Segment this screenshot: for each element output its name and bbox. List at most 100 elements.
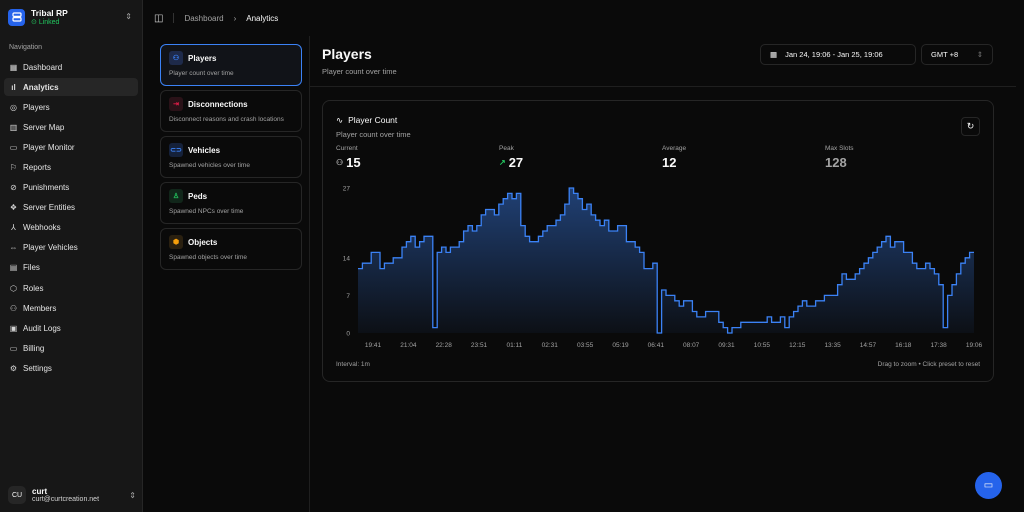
credit-card-icon: ▭	[9, 343, 18, 353]
trending-up-icon: ↗	[499, 158, 506, 167]
gear-icon: ⚙	[9, 363, 18, 373]
server-logo-icon	[8, 8, 25, 26]
flag-icon: ⚐	[9, 162, 18, 172]
sidebar-item-files[interactable]: ▤ Files	[4, 259, 138, 277]
page-subtitle: Player count over time	[322, 67, 397, 76]
sidebar-item-players[interactable]: ◎ Players	[4, 98, 138, 116]
x-tick-label: 08:07	[683, 342, 700, 349]
stat-label: Current	[336, 145, 358, 152]
server-switcher[interactable]: Tribal RP ⊙ Linked ⇕	[8, 8, 136, 26]
dashboard-icon: ▦	[9, 62, 18, 72]
user-icon: ♙	[169, 189, 183, 203]
sidebar-item-server-entities[interactable]: ❖ Server Entities	[4, 199, 138, 217]
users-icon: ⚇	[9, 303, 18, 313]
divider	[310, 86, 1016, 87]
sidebar-item-label: Server Map	[23, 122, 65, 132]
chevrons-up-down-icon: ⇕	[129, 490, 136, 500]
scroll-icon: ▣	[9, 323, 18, 333]
user-circle-icon: ◎	[10, 102, 17, 112]
x-tick-label: 21:04	[400, 342, 417, 349]
timezone-value: GMT +8	[931, 50, 959, 59]
metric-card-disconnections[interactable]: ⇥ Disconnections Disconnect reasons and cr…	[160, 90, 302, 132]
x-tick-label: 05:19	[612, 342, 629, 349]
link-status: ⊙ Linked	[31, 19, 60, 26]
x-tick-label: 10:55	[754, 342, 771, 349]
sidebar-item-label: Settings	[23, 363, 52, 373]
metric-desc: Spawned NPCs over time	[169, 208, 244, 215]
logout-icon: ⇥	[169, 97, 183, 111]
stat-value: 12	[662, 155, 677, 170]
metric-card-objects[interactable]: ⬢ Objects Spawned objects over time	[160, 228, 302, 270]
zoom-hint: Drag to zoom • Click preset to reset	[877, 361, 980, 368]
sidebar-item-members[interactable]: ⚇ Members	[4, 299, 138, 317]
users-icon: ⚇	[336, 158, 344, 167]
stat-value: 15	[346, 155, 361, 170]
sidebar-item-roles[interactable]: ⬡ Roles	[4, 279, 138, 297]
stat-value: 128	[825, 155, 847, 170]
feedback-button[interactable]: ▭	[975, 472, 1002, 499]
car-icon: ⇔	[9, 243, 18, 253]
breadcrumb-separator: ›	[233, 13, 237, 23]
metric-card-players[interactable]: ⚇ Players Player count over time	[160, 44, 302, 86]
sidebar-item-webhooks[interactable]: ⅄ Webhooks	[4, 219, 138, 237]
sidebar-item-label: Audit Logs	[23, 323, 61, 333]
stat-current: Current ⚇ 15	[336, 145, 361, 170]
nav-section-label: Navigation	[9, 44, 43, 51]
sidebar-item-server-map[interactable]: ▥ Server Map	[4, 118, 138, 136]
x-tick-label: 01:11	[507, 342, 523, 349]
sidebar-item-punishments[interactable]: ⊘ Punishments	[4, 179, 138, 197]
sidebar-item-label: Server Entities	[23, 203, 76, 213]
page-title: Players	[322, 46, 372, 62]
sidebar-item-reports[interactable]: ⚐ Reports	[4, 158, 138, 176]
date-range-picker[interactable]: ▦ Jan 24, 19:06 - Jan 25, 19:06	[760, 44, 916, 65]
sidebar-item-label: Analytics	[23, 82, 59, 92]
chart-bar-icon: ıl	[11, 82, 16, 92]
sidebar-item-label: Webhooks	[23, 223, 61, 233]
chevrons-up-down-icon: ⇕	[125, 12, 132, 21]
sidebar-item-label: Dashboard	[23, 62, 63, 72]
x-tick-label: 23:51	[471, 342, 488, 349]
sidebar-item-label: Player Monitor	[23, 142, 75, 152]
user-menu[interactable]: CU curt curt@curtcreation.net ⇕	[8, 486, 136, 504]
sidebar-item-label: Reports	[23, 162, 52, 172]
stat-max-slots: Max Slots 128	[825, 145, 854, 170]
chevrons-up-down-icon: ⇕	[976, 50, 983, 59]
series-line	[358, 187, 974, 334]
sidebar-item-player-vehicles[interactable]: ⇔ Player Vehicles	[4, 239, 138, 257]
refresh-icon: ↻	[966, 121, 975, 131]
map-icon: ▥	[9, 122, 18, 132]
sidebar-item-label: Files	[23, 263, 40, 273]
sidebar-item-billing[interactable]: ▭ Billing	[4, 339, 138, 357]
sidebar-item-dashboard[interactable]: ▦ Dashboard	[4, 58, 138, 76]
metric-card-vehicles[interactable]: ⊂⊃ Vehicles Spawned vehicles over time	[160, 136, 302, 178]
sidebar-toggle-icon[interactable]: ◫	[154, 12, 164, 24]
message-icon: ▭	[983, 480, 994, 491]
metric-desc: Spawned vehicles over time	[169, 162, 250, 169]
card-subtitle: Player count over time	[336, 130, 411, 139]
x-tick-label: 13:35	[824, 342, 841, 349]
topbar: ◫ Dashboard › Analytics	[144, 0, 1024, 36]
timezone-select[interactable]: GMT +8 ⇕	[921, 44, 993, 65]
activity-icon: ∿	[336, 115, 344, 125]
metric-desc: Player count over time	[169, 70, 234, 77]
sidebar-item-player-monitor[interactable]: ▭ Player Monitor	[4, 138, 138, 156]
stat-value: 27	[508, 155, 524, 170]
sidebar-item-label: Players	[23, 102, 50, 112]
webhook-icon: ⅄	[11, 223, 16, 233]
breadcrumb-dashboard[interactable]: Dashboard	[184, 13, 224, 23]
date-range-value: Jan 24, 19:06 - Jan 25, 19:06	[785, 50, 883, 59]
player-count-chart[interactable]: 0 7 14 27 19:41 21:04 22:28 23:51 01:11 02:31 03:5…	[323, 181, 993, 351]
metric-title: Disconnections	[188, 99, 248, 109]
x-tick-label: 16:18	[895, 342, 912, 349]
divider	[173, 13, 175, 23]
player-count-card: ∿ Player Count Player count over time ↻ C…	[322, 100, 994, 382]
sidebar-item-audit-logs[interactable]: ▣ Audit Logs	[4, 319, 138, 337]
sidebar-item-settings[interactable]: ⚙ Settings	[4, 359, 138, 377]
sidebar-item-analytics[interactable]: ıl Analytics	[4, 78, 138, 97]
link-status-text: Linked	[38, 19, 60, 26]
user-email: curt@curtcreation.net	[32, 496, 100, 503]
metric-card-peds[interactable]: ♙ Peds Spawned NPCs over time	[160, 182, 302, 224]
refresh-button[interactable]: ↻	[961, 117, 980, 136]
stat-label: Average	[662, 145, 687, 152]
x-tick-label: 09:31	[718, 342, 735, 349]
